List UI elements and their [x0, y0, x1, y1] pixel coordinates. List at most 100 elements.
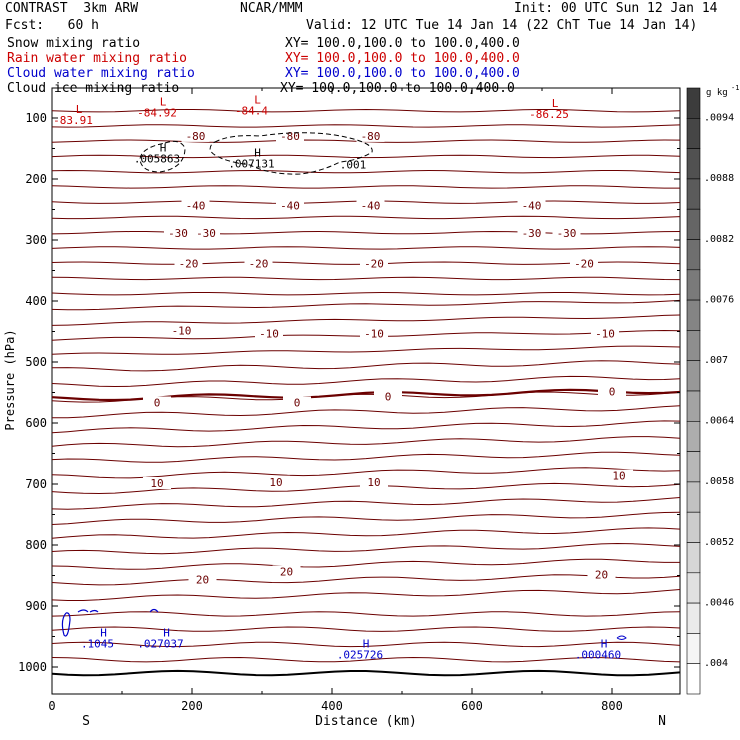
- contour-label: 10: [269, 476, 282, 489]
- colorbar-box: [686, 633, 701, 665]
- colorbar-box: [686, 481, 701, 513]
- temperature-contour-line: [51, 124, 681, 128]
- colorbar-box: [686, 663, 701, 695]
- colorbar-label: .0082: [704, 234, 734, 245]
- colorbar-box: [686, 330, 701, 361]
- x-end-label-right: N: [658, 714, 666, 729]
- temperature-contour-line: [51, 299, 681, 311]
- contour-label: 0: [385, 390, 392, 403]
- contour-label: -40: [522, 199, 542, 212]
- field-snow-name: Snow mixing ratio: [7, 36, 141, 51]
- extremum-marker: L: [552, 97, 559, 110]
- colorbar-box: [686, 299, 701, 331]
- temperature-contour-line: [51, 185, 680, 189]
- contour-label-bg: [255, 327, 283, 340]
- colorbar-box: [686, 602, 701, 634]
- temperature-contour-line: [52, 405, 681, 419]
- colorbar-box: [686, 511, 701, 543]
- colorbar-unit: g kg: [706, 88, 728, 98]
- extremum-marker: H: [160, 141, 167, 154]
- contour-label-bg: [276, 199, 304, 212]
- model-title: CONTRAST 3km ARW: [5, 1, 139, 16]
- y-tick-label: 500: [25, 355, 47, 369]
- org-label: NCAR/MMM: [240, 1, 303, 16]
- contour-label-bg: [374, 390, 402, 403]
- extremum-marker: L: [76, 103, 83, 116]
- temperature-contour-line: [51, 276, 681, 281]
- x-tick-label: 200: [181, 699, 203, 713]
- x-tick-label: 400: [321, 699, 343, 713]
- y-tick-label: 300: [25, 233, 47, 247]
- colorbar-box: [686, 118, 701, 149]
- y-axis-label: Pressure (hPa): [3, 329, 17, 430]
- plot-frame: [51, 87, 681, 695]
- x-axis-label: Distance (km): [315, 714, 417, 729]
- contour-label: 10: [150, 477, 163, 490]
- colorbar-label: .0052: [704, 537, 734, 548]
- temperature-contour-line: [51, 314, 681, 326]
- forecast-hour: Fcst: 60 h: [5, 18, 99, 33]
- field-cloudwater-name: Cloud water mixing ratio: [7, 66, 195, 81]
- extremum-value: .001: [340, 159, 367, 172]
- field-rain-xy: XY= 100.0,100.0 to 100.0,400.0: [285, 51, 520, 66]
- contour-label: -20: [364, 257, 384, 270]
- extrema-labels: L-83.91L-84.92L-84.4L-86.25H.005863 H.007…: [53, 93, 621, 661]
- extremum-value: .007131: [228, 157, 274, 170]
- contour-label: -20: [249, 257, 269, 270]
- init-time: Init: 00 UTC Sun 12 Jan 14: [514, 1, 718, 16]
- temperature-contour-line: [51, 511, 681, 525]
- contour-label: -40: [186, 199, 206, 212]
- contour-label-bg: [181, 129, 210, 142]
- colorbar-unit-exponent: -1: [731, 84, 739, 92]
- temperature-contours: -80 -80 -80 -40 -40 -40 -40 -30 -30 -30 -30 -20 -20 -…: [51, 108, 681, 677]
- colorbar-label: .0088: [704, 173, 734, 184]
- cloud-water-contour-4: [616, 635, 627, 640]
- temperature-contour-line: [51, 230, 681, 235]
- contour-label: -20: [574, 257, 594, 270]
- x-tick-label: 0: [48, 699, 55, 713]
- extremum-value: -86.25: [529, 108, 569, 121]
- colorbar-box: [686, 420, 701, 452]
- colorbar-label: .007: [704, 355, 728, 366]
- contour-label-bg: [181, 199, 210, 212]
- colorbar-box: [686, 178, 701, 210]
- colorbar-box: [686, 451, 701, 483]
- temperature-contour-line: [51, 154, 681, 159]
- colorbar-label: .0064: [704, 416, 734, 427]
- colorbar-box: [686, 208, 701, 240]
- contour-label-bg: [570, 257, 598, 270]
- contour-label-bg: [517, 226, 546, 239]
- extremum-value: .025726: [337, 648, 383, 661]
- colorbar-box: [686, 148, 701, 180]
- contour-label: 10: [612, 470, 625, 483]
- contour-label-bg: [192, 226, 220, 239]
- extremum-value: .027037: [137, 637, 183, 650]
- temperature-contour-line: [51, 669, 681, 677]
- contour-label: 10: [367, 476, 380, 489]
- colorbar-box: [686, 87, 701, 119]
- extremum-value: -84.4: [235, 104, 268, 117]
- x-axis: 0 200 400 600 800: [48, 88, 623, 713]
- colorbar-box: [686, 239, 701, 271]
- contour-label-bg: [272, 565, 301, 578]
- field-cloudwater-xy: XY= 100.0,100.0 to 100.0,400.0: [285, 66, 520, 81]
- contour-label: -80: [361, 130, 381, 143]
- contour-label: -80: [186, 130, 206, 143]
- y-tick-label: 400: [25, 294, 47, 308]
- temperature-contour-line: [51, 467, 681, 479]
- extremum-marker: H: [363, 637, 370, 650]
- temperature-contour-line: [51, 574, 681, 586]
- x-tick-label: 600: [461, 699, 483, 713]
- contour-label: -30: [522, 227, 542, 240]
- contour-label-bg: [188, 573, 217, 586]
- contour-label: 0: [154, 396, 161, 409]
- colorbar: .0094 .0088 .0082 .0076 .007 .0064 .0058 .0052.…: [686, 87, 734, 695]
- contour-label-bg: [587, 568, 616, 581]
- contour-label-bg: [598, 385, 626, 398]
- colorbar-label: .0076: [704, 294, 734, 305]
- y-tick-label: 600: [25, 416, 47, 430]
- contour-label: -20: [179, 257, 199, 270]
- y-tick-label: 1000: [18, 660, 47, 674]
- snow-contours: [139, 132, 373, 175]
- x-tick-label: 800: [601, 699, 623, 713]
